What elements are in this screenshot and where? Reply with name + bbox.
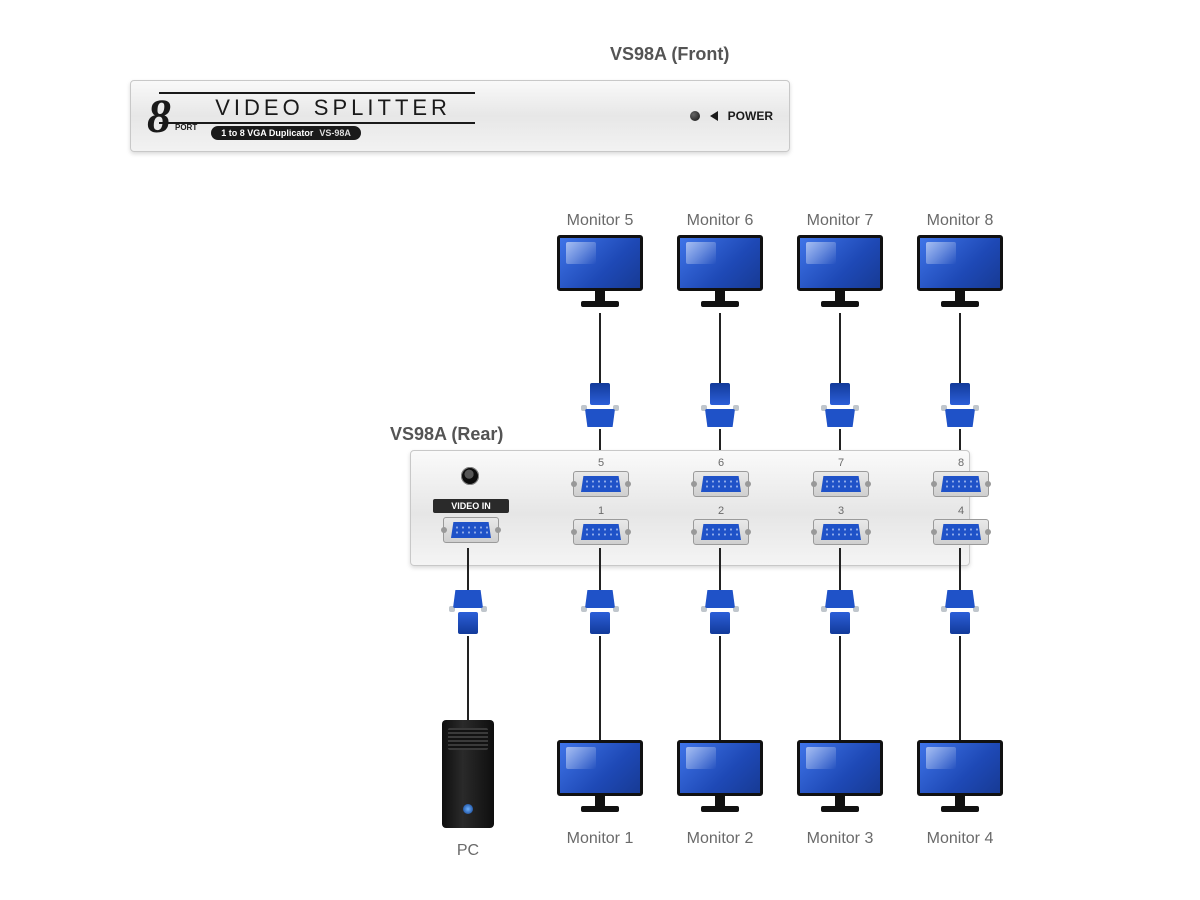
- cable-segment: [719, 548, 721, 590]
- port-number: 5: [598, 457, 604, 469]
- front-model: VS-98A: [319, 128, 351, 138]
- cable-segment: [467, 548, 469, 590]
- vga-port-out: [693, 519, 749, 545]
- cable-segment: [467, 636, 469, 720]
- vga-connector-icon: [945, 383, 975, 427]
- power-led-icon: [690, 111, 700, 121]
- monitor-label: Monitor 7: [807, 212, 874, 230]
- cable-segment: [839, 636, 841, 740]
- cable-segment: [719, 313, 721, 383]
- port-number: 2: [718, 505, 724, 517]
- monitor-label: Monitor 3: [807, 830, 874, 848]
- cable-segment: [839, 548, 841, 590]
- monitor-label: Monitor 1: [567, 830, 634, 848]
- power-label: POWER: [728, 109, 773, 123]
- vga-port-out: [933, 471, 989, 497]
- vga-port-out: [933, 519, 989, 545]
- rear-section-label: VS98A (Rear): [390, 424, 503, 445]
- vga-port-video-in: [443, 517, 499, 543]
- vga-connector-icon: [585, 383, 615, 427]
- front-branding: 8 PORT VIDEO SPLITTER 1 to 8 VGA Duplica…: [147, 89, 455, 144]
- vga-port-out: [573, 519, 629, 545]
- device-front-panel: 8 PORT VIDEO SPLITTER 1 to 8 VGA Duplica…: [130, 80, 790, 152]
- port-number: 7: [838, 457, 844, 469]
- cable-segment: [599, 313, 601, 383]
- port-number: 4: [958, 505, 964, 517]
- port-number: 1: [598, 505, 604, 517]
- vga-port-out: [813, 471, 869, 497]
- vga-port-out: [693, 471, 749, 497]
- front-subtitle-pill: 1 to 8 VGA Duplicator VS-98A: [211, 126, 361, 140]
- triangle-left-icon: [710, 111, 718, 121]
- diagram-canvas: VS98A (Front) VS98A (Rear) 8 PORT VIDEO …: [0, 0, 1200, 900]
- vga-port-out: [573, 471, 629, 497]
- monitor-label: Monitor 4: [927, 830, 994, 848]
- vga-connector-icon: [825, 383, 855, 427]
- cable-segment: [719, 636, 721, 740]
- port-number: 3: [838, 505, 844, 517]
- front-section-label: VS98A (Front): [610, 44, 729, 65]
- pc-tower-icon: [442, 720, 494, 828]
- front-product-title: VIDEO SPLITTER: [211, 92, 455, 124]
- monitor-label: Monitor 5: [567, 212, 634, 230]
- monitor-icon: [917, 740, 1003, 812]
- monitor-icon: [557, 235, 643, 307]
- vga-port-out: [813, 519, 869, 545]
- cable-segment: [599, 548, 601, 590]
- monitor-icon: [677, 740, 763, 812]
- front-power-indicator: POWER: [690, 109, 773, 123]
- front-subtitle: 1 to 8 VGA Duplicator: [221, 128, 313, 138]
- vga-connector-icon: [453, 590, 483, 634]
- front-product-title-text: VIDEO SPLITTER: [215, 95, 451, 120]
- monitor-icon: [797, 740, 883, 812]
- monitor-label: Monitor 8: [927, 212, 994, 230]
- monitor-icon: [557, 740, 643, 812]
- cable-segment: [599, 636, 601, 740]
- front-big-number: 8: [147, 89, 171, 144]
- vga-connector-icon: [825, 590, 855, 634]
- port-number: 6: [718, 457, 724, 469]
- cable-segment: [959, 548, 961, 590]
- cable-segment: [839, 313, 841, 383]
- monitor-icon: [917, 235, 1003, 307]
- video-in-label: VIDEO IN: [433, 499, 509, 513]
- monitor-label: Monitor 2: [687, 830, 754, 848]
- cable-segment: [959, 313, 961, 383]
- dc-power-jack-icon: [461, 467, 479, 485]
- vga-connector-icon: [945, 590, 975, 634]
- monitor-label: Monitor 6: [687, 212, 754, 230]
- vga-connector-icon: [705, 383, 735, 427]
- device-rear-panel: VIDEO IN 5 6 7 8 1 2 3 4: [410, 450, 970, 566]
- front-title-block: VIDEO SPLITTER 1 to 8 VGA Duplicator VS-…: [211, 92, 455, 140]
- cable-segment: [959, 636, 961, 740]
- monitor-icon: [677, 235, 763, 307]
- monitor-icon: [797, 235, 883, 307]
- pc-label: PC: [457, 842, 479, 860]
- vga-connector-icon: [585, 590, 615, 634]
- port-number: 8: [958, 457, 964, 469]
- vga-connector-icon: [705, 590, 735, 634]
